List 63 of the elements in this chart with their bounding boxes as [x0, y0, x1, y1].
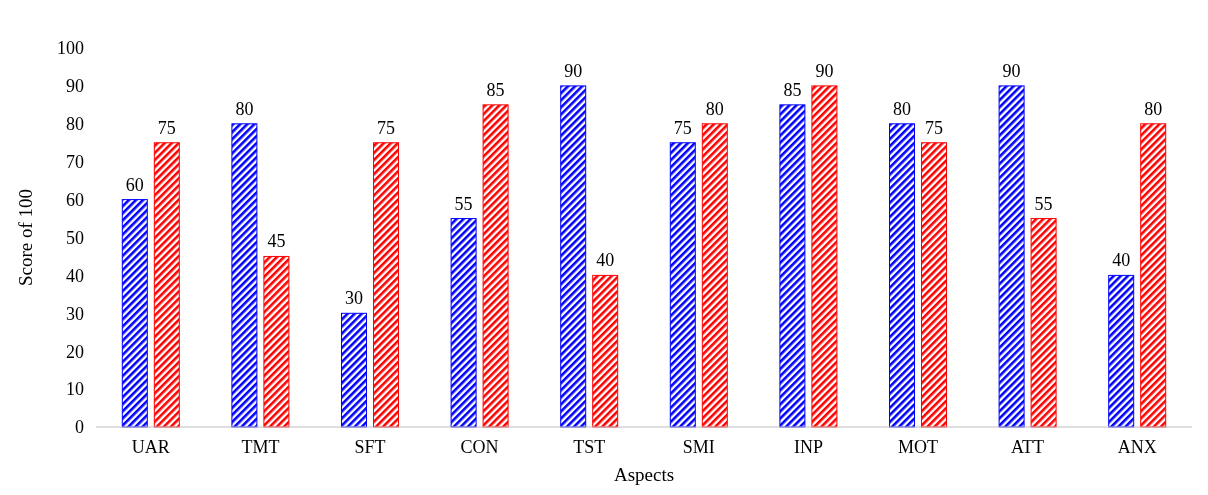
- data-label: 75: [925, 117, 943, 138]
- bar: [263, 255, 290, 428]
- bar: [1140, 123, 1167, 428]
- y-tick-label: 60: [66, 189, 84, 210]
- bar: [811, 85, 838, 428]
- x-tick-label: UAR: [131, 437, 170, 457]
- bar: [153, 142, 180, 428]
- data-label: 60: [125, 174, 144, 195]
- bar: [482, 104, 509, 428]
- bar: [701, 123, 728, 428]
- bar: [560, 85, 587, 428]
- bar: [121, 199, 148, 428]
- x-tick-label: SMI: [682, 437, 715, 457]
- data-label: 80: [893, 98, 911, 119]
- data-label: 40: [1112, 250, 1131, 271]
- x-axis-title: Aspects: [613, 464, 675, 485]
- y-tick-label: 50: [66, 227, 84, 248]
- bar: [1108, 274, 1135, 428]
- bar: [373, 142, 399, 428]
- bar: [450, 218, 477, 428]
- data-label: 85: [783, 79, 802, 100]
- bar: [921, 142, 947, 428]
- bar: [998, 85, 1025, 428]
- x-tick-label: ANX: [1117, 437, 1157, 457]
- y-axis-title: Score of 100: [15, 188, 36, 287]
- bar: [592, 274, 619, 428]
- x-tick-label: MOT: [898, 437, 938, 457]
- x-tick-label: INP: [793, 437, 823, 457]
- bar: [669, 142, 696, 428]
- y-tick-label: 10: [66, 379, 84, 400]
- data-label: 90: [564, 60, 583, 81]
- data-label: 80: [705, 98, 724, 119]
- data-label: 45: [267, 231, 286, 252]
- y-tick-label: 70: [66, 152, 84, 172]
- y-tick-label: 0: [75, 417, 84, 438]
- data-label: 55: [1034, 193, 1053, 214]
- data-label: 55: [454, 193, 473, 214]
- y-tick-label: 80: [66, 114, 84, 135]
- data-label: 75: [673, 117, 692, 138]
- y-tick-label: 40: [66, 265, 84, 286]
- y-tick-label: 20: [66, 341, 84, 362]
- data-label: 30: [345, 288, 363, 309]
- bar: [1030, 218, 1057, 428]
- bar: [779, 104, 806, 428]
- x-tick-label: SFT: [354, 437, 386, 457]
- bar: [341, 312, 367, 428]
- bar: [231, 123, 258, 428]
- y-tick-label: 30: [66, 303, 84, 324]
- x-tick-label: TMT: [241, 437, 280, 457]
- y-tick-label: 100: [57, 38, 84, 59]
- x-tick-label: TST: [573, 437, 606, 457]
- data-label: 90: [815, 60, 834, 81]
- data-label: 80: [235, 98, 254, 119]
- data-label: 85: [486, 79, 505, 100]
- data-label: 90: [1002, 60, 1021, 81]
- x-tick-label: ATT: [1011, 437, 1045, 457]
- x-tick-label: CON: [460, 437, 499, 457]
- data-label: 75: [377, 117, 395, 138]
- data-label: 80: [1144, 98, 1163, 119]
- y-tick-label: 90: [66, 76, 84, 97]
- bar: [889, 123, 915, 428]
- data-label: 75: [157, 117, 176, 138]
- data-label: 40: [596, 250, 615, 271]
